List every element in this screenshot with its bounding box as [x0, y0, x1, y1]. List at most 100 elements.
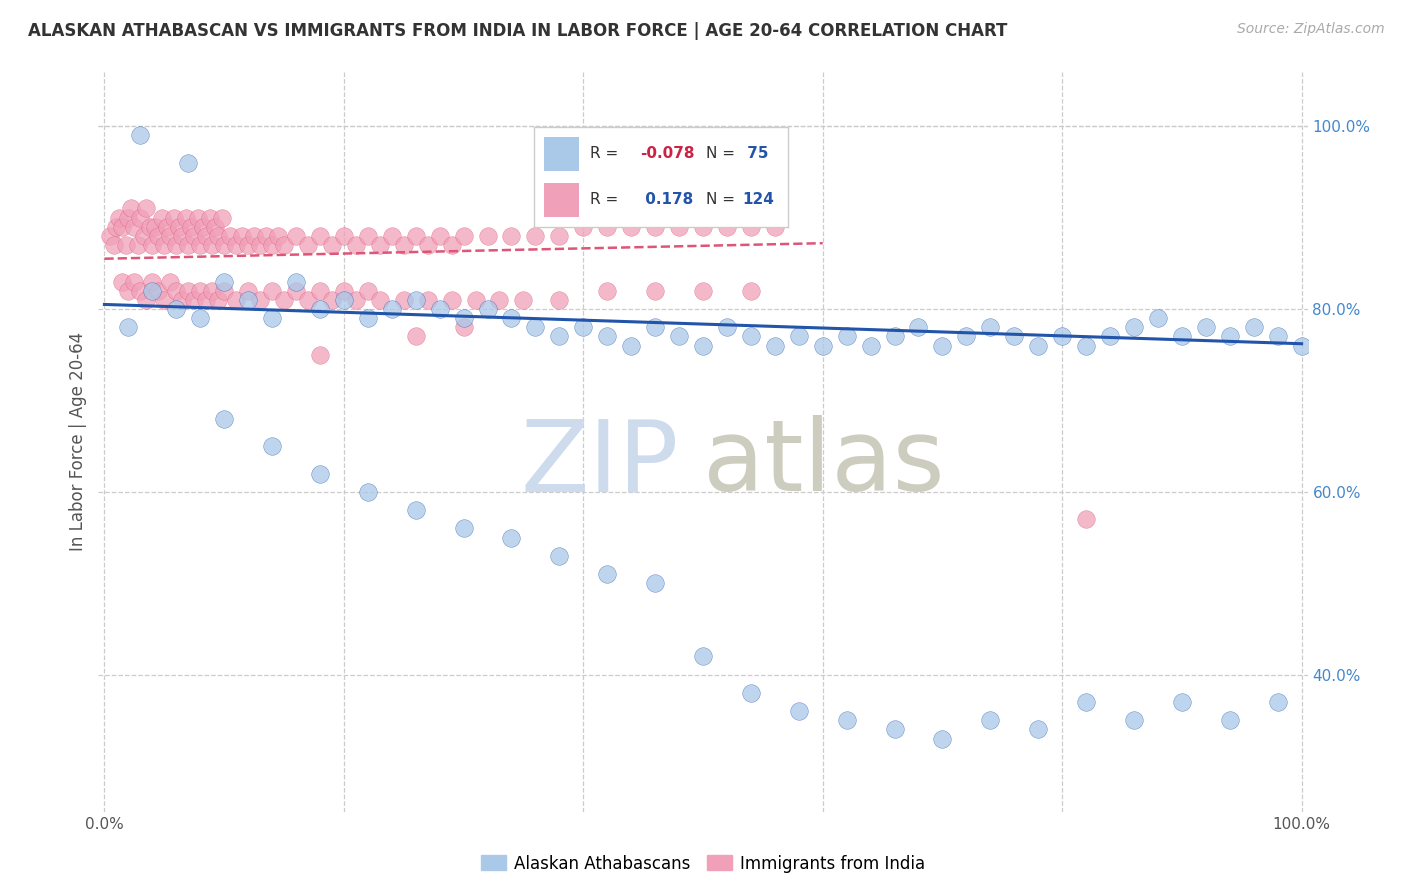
Point: [1267, 329, 1289, 343]
Point: [453, 228, 475, 243]
Point: [787, 704, 810, 718]
Point: [150, 211, 173, 225]
Point: [440, 293, 463, 307]
Point: [111, 275, 134, 289]
Point: [740, 329, 762, 343]
Point: [284, 284, 307, 298]
Point: [127, 238, 149, 252]
Point: [187, 211, 209, 225]
Point: [740, 284, 762, 298]
Point: [129, 284, 152, 298]
Point: [333, 228, 356, 243]
Point: [236, 238, 259, 252]
Point: [405, 329, 427, 343]
Point: [321, 238, 343, 252]
Point: [501, 531, 523, 545]
Point: [931, 338, 953, 352]
Point: [177, 238, 200, 252]
Point: [644, 284, 666, 298]
Point: [357, 484, 380, 499]
Point: [117, 211, 139, 225]
Point: [501, 228, 523, 243]
Point: [787, 329, 810, 343]
Point: [1171, 695, 1194, 709]
Point: [1195, 320, 1218, 334]
Point: [405, 503, 427, 517]
Point: [596, 219, 619, 234]
Point: [124, 219, 146, 234]
Point: [165, 238, 187, 252]
Point: [141, 284, 163, 298]
Point: [763, 338, 786, 352]
Point: [344, 238, 367, 252]
Point: [596, 284, 619, 298]
Point: [740, 686, 762, 700]
Point: [692, 649, 714, 664]
Point: [159, 275, 181, 289]
Point: [100, 228, 122, 243]
Point: [309, 348, 332, 362]
Point: [177, 284, 200, 298]
Point: [1050, 329, 1073, 343]
Point: [668, 219, 690, 234]
Point: [357, 284, 380, 298]
Point: [405, 228, 427, 243]
Text: atlas: atlas: [703, 416, 945, 512]
Point: [309, 467, 332, 481]
Point: [309, 228, 332, 243]
Point: [297, 238, 319, 252]
Point: [231, 228, 253, 243]
Point: [163, 211, 186, 225]
Point: [333, 293, 356, 307]
Point: [207, 228, 229, 243]
Point: [883, 723, 905, 737]
Point: [1291, 338, 1313, 352]
Point: [464, 293, 486, 307]
Point: [219, 228, 242, 243]
Point: [1026, 723, 1049, 737]
Point: [524, 228, 547, 243]
Point: [716, 320, 738, 334]
Point: [548, 293, 571, 307]
Point: [381, 228, 404, 243]
Point: [859, 338, 882, 352]
Point: [260, 284, 283, 298]
Point: [212, 275, 235, 289]
Point: [740, 219, 762, 234]
Point: [212, 238, 235, 252]
Point: [107, 211, 129, 225]
Point: [195, 228, 218, 243]
Point: [297, 293, 319, 307]
Point: [524, 320, 547, 334]
Point: [172, 228, 194, 243]
Point: [267, 228, 290, 243]
Point: [204, 219, 226, 234]
Point: [195, 293, 218, 307]
Point: [198, 211, 221, 225]
Point: [416, 238, 439, 252]
Point: [811, 338, 834, 352]
Point: [440, 238, 463, 252]
Point: [620, 338, 643, 352]
Point: [1026, 338, 1049, 352]
Point: [692, 219, 714, 234]
Point: [156, 219, 179, 234]
Point: [763, 219, 786, 234]
Point: [368, 293, 391, 307]
Point: [260, 439, 283, 453]
Point: [501, 311, 523, 326]
Point: [1219, 714, 1241, 728]
Point: [243, 228, 266, 243]
Point: [225, 238, 247, 252]
Point: [249, 238, 271, 252]
Point: [1171, 329, 1194, 343]
Point: [135, 293, 157, 307]
Point: [512, 293, 534, 307]
Point: [1074, 512, 1097, 526]
Point: [103, 238, 125, 252]
Point: [132, 228, 155, 243]
Point: [273, 238, 295, 252]
Point: [1099, 329, 1122, 343]
Point: [357, 228, 380, 243]
Point: [368, 238, 391, 252]
